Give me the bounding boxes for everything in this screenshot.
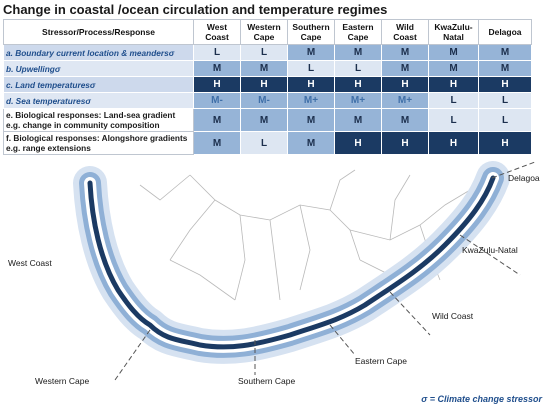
table-row: a. Boundary current location & meandersσ…	[3, 44, 532, 61]
row-label: f. Biological responses: Alongshore grad…	[3, 131, 194, 155]
level-cell: H	[287, 76, 335, 93]
level-cell: L	[428, 108, 479, 132]
row-label: c. Land temperaturesσ	[3, 76, 194, 93]
stressor-table: Stressor/Process/Response West Coast Wes…	[3, 19, 532, 155]
level-cell: H	[381, 131, 429, 155]
row-label: e. Biological responses: Land-sea gradie…	[3, 108, 194, 132]
level-cell: M	[381, 108, 429, 132]
header-region: Delagoa	[478, 19, 532, 45]
level-cell: L	[334, 60, 382, 77]
table-row: d. Sea temperaturesσ M- M- M+ M+ M+ L L	[3, 92, 532, 109]
level-cell: M	[428, 44, 479, 61]
level-cell: H	[193, 76, 241, 93]
level-cell: H	[240, 76, 288, 93]
table-row: b. Upwellingσ M M L L M M M	[3, 60, 532, 77]
level-cell: H	[381, 76, 429, 93]
level-cell: M	[334, 108, 382, 132]
level-cell: M	[193, 60, 241, 77]
level-cell: M	[240, 60, 288, 77]
table-body: a. Boundary current location & meandersσ…	[3, 44, 532, 155]
row-label: d. Sea temperaturesσ	[3, 92, 194, 109]
level-cell: H	[428, 131, 479, 155]
level-cell: H	[478, 131, 532, 155]
level-cell: H	[334, 76, 382, 93]
level-cell: L	[240, 131, 288, 155]
level-cell: M	[193, 131, 241, 155]
label-western-cape: Western Cape	[35, 376, 90, 386]
label-delagoa: Delagoa	[508, 173, 540, 183]
level-cell: M	[428, 60, 479, 77]
header-region: Eastern Cape	[334, 19, 382, 45]
table-header-row: Stressor/Process/Response West Coast Wes…	[3, 19, 532, 45]
level-cell: H	[478, 76, 532, 93]
level-cell: L	[478, 92, 532, 109]
header-region: Wild Coast	[381, 19, 429, 45]
level-cell: M	[334, 44, 382, 61]
level-cell: M-	[240, 92, 288, 109]
header-stressor: Stressor/Process/Response	[3, 19, 194, 45]
level-cell: L	[287, 60, 335, 77]
level-cell: M-	[193, 92, 241, 109]
table-row: e. Biological responses: Land-sea gradie…	[3, 108, 532, 132]
header-region: West Coast	[193, 19, 241, 45]
level-cell: M+	[381, 92, 429, 109]
level-cell: M	[193, 108, 241, 132]
level-cell: H	[334, 131, 382, 155]
label-west-coast: West Coast	[8, 258, 52, 268]
level-cell: H	[428, 76, 479, 93]
row-label: b. Upwellingσ	[3, 60, 194, 77]
level-cell: L	[478, 108, 532, 132]
region-dividers	[114, 161, 536, 381]
level-cell: M	[381, 44, 429, 61]
level-cell: M	[381, 60, 429, 77]
label-wild-coast: Wild Coast	[432, 311, 474, 321]
coastal-bands	[73, 161, 510, 364]
level-cell: M	[287, 44, 335, 61]
label-southern-cape: Southern Cape	[238, 376, 296, 386]
level-cell: L	[428, 92, 479, 109]
label-kwazulu-natal: KwaZulu-Natal	[462, 245, 518, 255]
level-cell: L	[240, 44, 288, 61]
level-cell: L	[193, 44, 241, 61]
page-title: Change in coastal /ocean circulation and…	[3, 2, 388, 17]
level-cell: M	[287, 108, 335, 132]
level-cell: M	[478, 60, 532, 77]
level-cell: M+	[287, 92, 335, 109]
row-label: a. Boundary current location & meandersσ	[3, 44, 194, 61]
header-region: KwaZulu- Natal	[428, 19, 479, 45]
table-row: f. Biological responses: Alongshore grad…	[3, 131, 532, 155]
level-cell: M+	[334, 92, 382, 109]
level-cell: M	[287, 131, 335, 155]
stressor-legend-note: σ = Climate change stressor	[421, 394, 542, 404]
header-region: Western Cape	[240, 19, 288, 45]
level-cell: M	[478, 44, 532, 61]
level-cell: M	[240, 108, 288, 132]
table-row: c. Land temperaturesσ H H H H H H H	[3, 76, 532, 93]
header-region: Southern Cape	[287, 19, 335, 45]
label-eastern-cape: Eastern Cape	[355, 356, 407, 366]
